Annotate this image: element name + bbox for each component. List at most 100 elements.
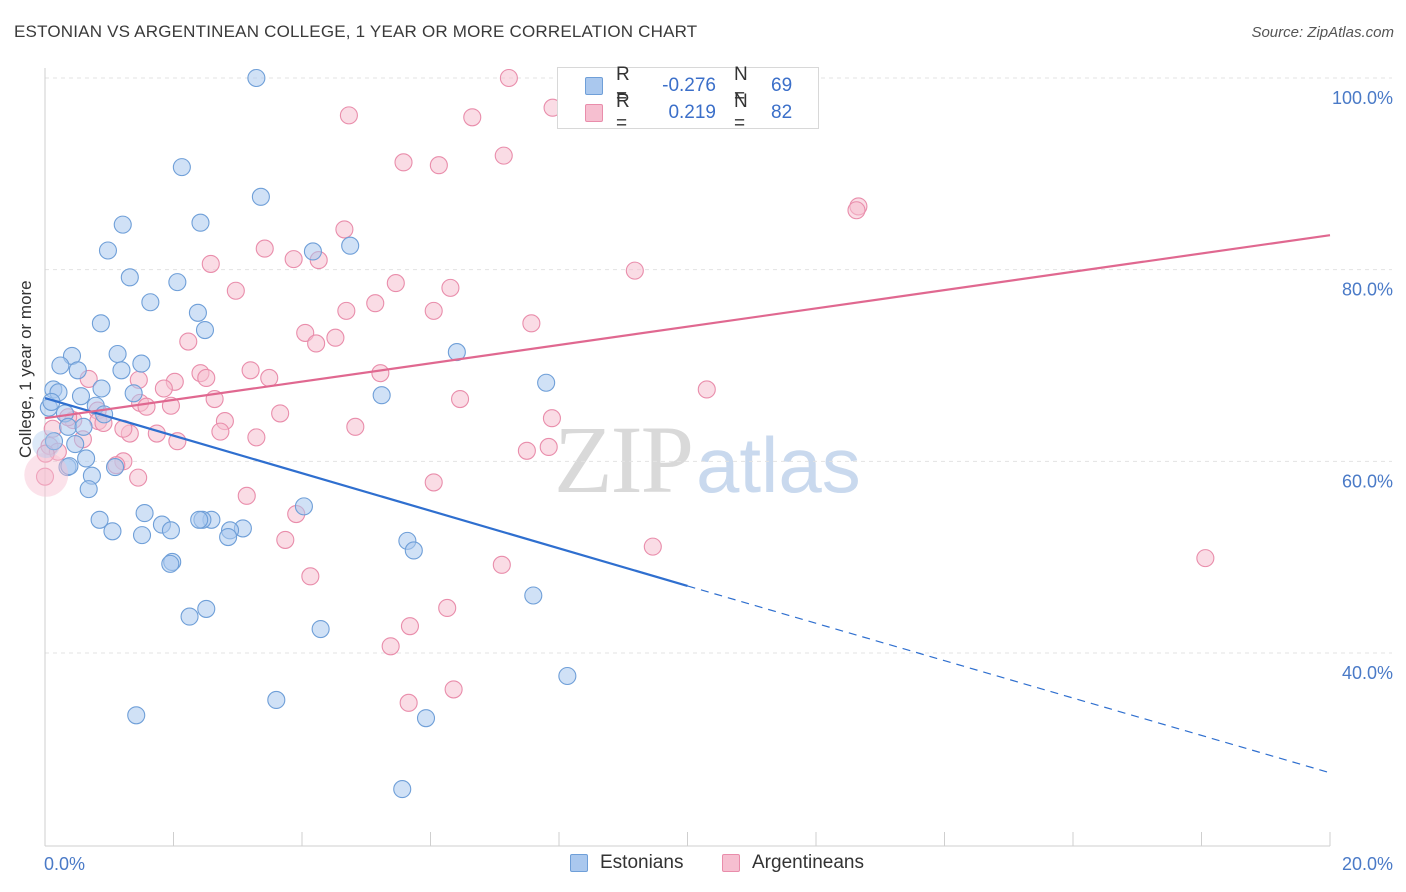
argentinean-point	[444, 680, 463, 699]
estonian-point	[74, 417, 93, 436]
n-value: 69	[771, 75, 793, 96]
argentinean-point	[847, 201, 866, 220]
estonian-point	[188, 303, 207, 322]
estonian-point	[120, 268, 139, 287]
estonian-point	[311, 619, 330, 639]
argentinean-cluster	[24, 452, 69, 497]
argentinean-point	[326, 328, 345, 347]
estonian-point	[135, 504, 154, 523]
argentinean-point	[366, 294, 385, 313]
estonian-point	[219, 527, 238, 547]
argentinean-point	[129, 468, 148, 487]
argentinean-point	[424, 301, 443, 320]
estonian-point	[124, 384, 143, 403]
series-legend: Estonians Argentineans	[0, 852, 1406, 876]
argentinean-point	[247, 428, 266, 447]
estonian-point	[303, 242, 322, 261]
argentinean-point	[255, 239, 274, 258]
argentinean-point	[381, 637, 400, 656]
argentinean-point	[517, 441, 536, 460]
estonian-point	[558, 666, 577, 686]
argentinean-point	[35, 467, 55, 486]
estonian-point	[172, 158, 191, 177]
estonian-point	[416, 709, 436, 728]
estonian-point	[127, 706, 146, 725]
argentinean-point	[197, 368, 216, 388]
legend-item-argentineans: Argentineans	[722, 852, 864, 874]
argentinean-point	[394, 153, 413, 172]
estonian-point	[251, 187, 270, 206]
argentinean-point	[296, 323, 315, 342]
argentinean-point	[494, 146, 513, 165]
estonian-point	[404, 541, 423, 560]
chart-title: ESTONIAN VS ARGENTINEAN COLLEGE, 1 YEAR …	[14, 22, 698, 41]
argentinean-point	[260, 368, 279, 388]
estonian-point	[190, 510, 209, 529]
argentinean-point	[542, 409, 561, 428]
argentinean-point	[625, 261, 644, 280]
argentinean-point	[271, 404, 290, 423]
estonian-point	[44, 432, 64, 451]
argentinean-point	[438, 598, 457, 618]
estonian-point	[66, 435, 85, 454]
argentinean-point	[339, 106, 358, 125]
estonian-point	[108, 344, 127, 364]
estonian-point	[112, 361, 131, 380]
y-tick-label: 100.0%	[1332, 88, 1393, 108]
r-value: -0.276	[662, 75, 716, 96]
estonian-point	[105, 458, 125, 477]
estonian-point	[98, 241, 118, 260]
estonian-point	[92, 379, 111, 398]
r-label: R =	[616, 64, 630, 107]
estonian-point	[113, 215, 132, 234]
argentinean-point	[643, 537, 662, 556]
argentinean-point	[424, 473, 443, 492]
argentinean-trend-line	[44, 234, 1331, 420]
estonian-point	[524, 586, 543, 605]
argentinean-point	[1196, 549, 1215, 568]
estonian-point	[71, 387, 91, 406]
estonian-point	[168, 273, 187, 292]
argentinean-point	[36, 444, 55, 463]
estonian-swatch	[585, 77, 603, 95]
argentinean-point	[137, 397, 156, 416]
estonian-point	[180, 607, 199, 626]
estonian-trend-extension	[687, 585, 1331, 774]
estonian-point	[294, 497, 313, 516]
argentinean-point	[492, 555, 511, 574]
y-tick-label: 60.0%	[1342, 471, 1393, 491]
argentinean-point	[499, 68, 518, 88]
estonian-point	[197, 599, 216, 618]
estonian-point	[537, 373, 556, 392]
n-label: N =	[734, 64, 748, 107]
argentinean-point	[346, 417, 365, 436]
argentinean-point	[284, 250, 303, 269]
argentinean-point	[211, 422, 230, 441]
argentinean-point	[539, 437, 558, 457]
argentinean-point	[522, 314, 541, 333]
estonian-point	[341, 236, 360, 255]
estonian-point	[79, 480, 98, 499]
estonian-point	[59, 417, 78, 436]
argentinean-point	[226, 281, 245, 300]
x-tick-label: 0.0%	[44, 854, 85, 874]
argentinean-point	[463, 108, 482, 127]
argentinean-point	[237, 486, 256, 505]
estonian-point	[132, 526, 152, 545]
argentinean-point	[400, 617, 419, 636]
argentinean-point	[386, 274, 405, 293]
y-tick-label: 40.0%	[1342, 663, 1393, 683]
r-value: 0.219	[668, 102, 716, 123]
estonian-point	[60, 457, 79, 476]
argentinean-point	[441, 278, 460, 297]
correlation-legend: R = -0.276 N = 69 R = 0.219 N = 82	[557, 64, 819, 134]
estonian-point	[161, 554, 180, 573]
argentinean-legend-swatch	[722, 854, 740, 872]
estonian-point	[372, 386, 391, 405]
argentinean-point	[371, 364, 390, 383]
n-value: 82	[771, 102, 793, 123]
legend-item-estonians: Estonians	[570, 852, 683, 874]
source-credit: Source: ZipAtlas.com	[1251, 24, 1394, 41]
estonian-point	[91, 314, 110, 333]
